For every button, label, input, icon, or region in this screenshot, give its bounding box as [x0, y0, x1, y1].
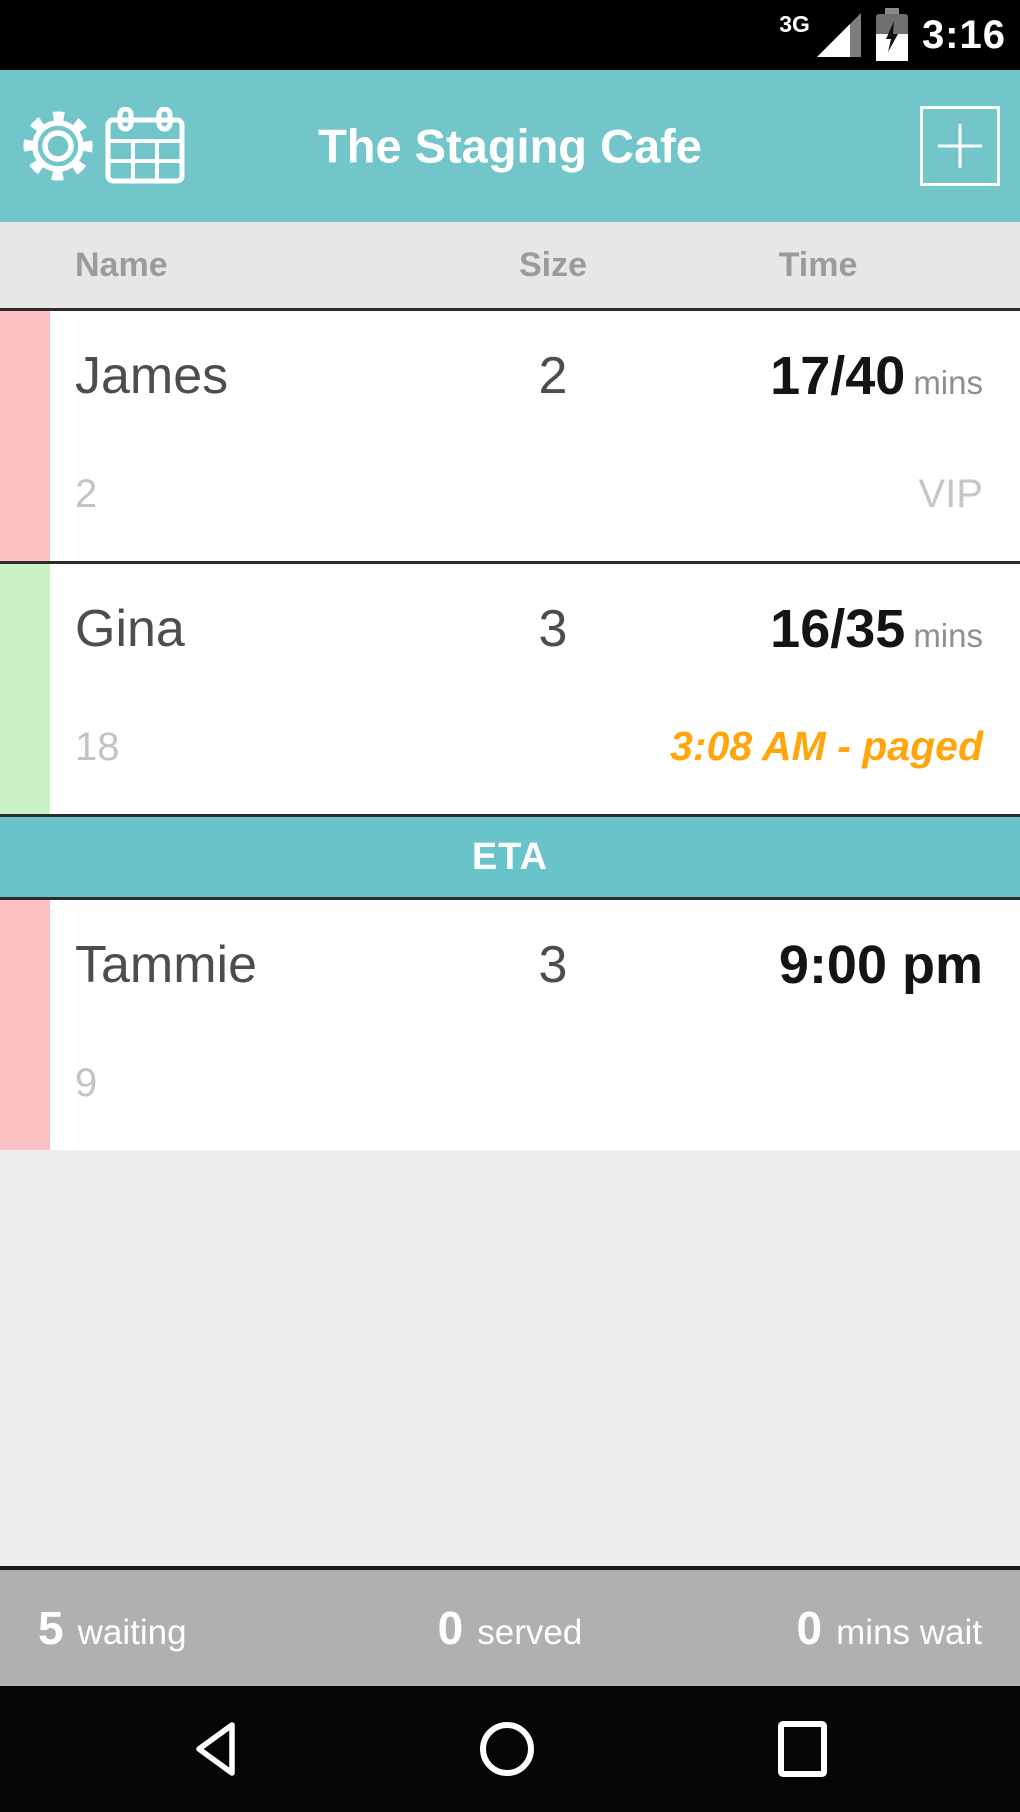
served-count: 0 — [437, 1602, 464, 1654]
paged-status: 3:08 AM - paged — [670, 723, 983, 769]
wait-time: 17/40 mins — [653, 345, 983, 407]
network-type-label: 3G — [779, 10, 810, 37]
party-size: 3 — [538, 936, 568, 994]
row-main-line: Tammie 3 9:00 pm — [0, 934, 1020, 996]
mins-wait-label: mins wait — [836, 1613, 983, 1652]
waiting-stat: 5 waiting — [38, 1601, 353, 1655]
wait-time-unit: mins — [913, 617, 983, 654]
served-stat: 0 served — [353, 1601, 668, 1655]
column-header-time: Time — [778, 245, 858, 284]
party-name: Tammie — [75, 936, 258, 994]
page-title: The Staging Cafe — [318, 119, 702, 173]
served-label: served — [477, 1613, 583, 1652]
queue-number: 9 — [75, 1061, 98, 1105]
row-main-line: James 2 17/40 mins — [0, 345, 1020, 407]
signal-icon — [816, 12, 862, 58]
triangle-left-icon — [190, 1720, 240, 1778]
column-header-size: Size — [518, 245, 588, 284]
waitlist-row-gina[interactable]: Gina 3 16/35 mins 18 3:08 AM - paged — [0, 561, 1020, 814]
nav-back-button[interactable] — [190, 1720, 240, 1778]
party-size: 2 — [538, 347, 568, 405]
mins-wait-count: 0 — [796, 1602, 823, 1654]
calendar-button[interactable] — [104, 107, 186, 185]
eta-row-tammie[interactable]: Tammie 3 9:00 pm 9 — [0, 900, 1020, 1150]
stats-footer: 5 waiting 0 served 0 mins wait — [0, 1566, 1020, 1686]
circle-icon — [478, 1720, 536, 1778]
status-bar: 3G 3:16 — [0, 0, 1020, 70]
queue-number: 2 — [75, 472, 98, 516]
status-stripe — [0, 311, 50, 561]
add-party-button[interactable] — [920, 106, 1000, 186]
party-name: Gina — [75, 600, 185, 658]
party-size: 3 — [538, 600, 568, 658]
android-nav-bar — [0, 1686, 1020, 1812]
eta-section-header: ETA — [0, 814, 1020, 900]
table-header: Name Size Time — [0, 222, 1020, 308]
row-sub-line: 2 VIP — [0, 472, 1020, 517]
calendar-icon — [104, 107, 186, 185]
nav-recents-button[interactable] — [774, 1720, 830, 1778]
row-sub-line: 18 3:08 AM - paged — [0, 723, 1020, 770]
list-empty-space — [0, 1150, 1020, 1566]
wait-time-stat: 0 mins wait — [667, 1601, 982, 1655]
plus-icon — [936, 122, 984, 170]
status-stripe — [0, 564, 50, 814]
wait-time-value: 16/35 — [770, 599, 906, 659]
app-header: The Staging Cafe — [0, 70, 1020, 222]
vip-badge: VIP — [918, 472, 983, 516]
wait-time-value: 17/40 — [770, 346, 906, 406]
column-header-name: Name — [75, 245, 168, 284]
waiting-label: waiting — [77, 1613, 187, 1652]
nav-home-button[interactable] — [478, 1720, 536, 1778]
queue-number: 18 — [75, 725, 120, 769]
eta-time-value: 9:00 pm — [778, 935, 983, 995]
wait-time-unit: mins — [913, 364, 983, 401]
waiting-count: 5 — [38, 1602, 64, 1654]
settings-button[interactable] — [20, 108, 96, 184]
battery-charging-icon — [874, 8, 910, 62]
status-clock: 3:16 — [921, 12, 1006, 57]
square-icon — [774, 1720, 830, 1778]
party-name: James — [75, 347, 229, 405]
gear-icon — [20, 108, 96, 184]
status-stripe — [0, 900, 50, 1150]
eta-time: 9:00 pm — [653, 934, 983, 996]
row-main-line: Gina 3 16/35 mins — [0, 598, 1020, 660]
row-sub-line: 9 — [0, 1061, 1020, 1106]
wait-time: 16/35 mins — [653, 598, 983, 660]
eta-label: ETA — [471, 835, 549, 878]
waitlist-row-james[interactable]: James 2 17/40 mins 2 VIP — [0, 308, 1020, 561]
